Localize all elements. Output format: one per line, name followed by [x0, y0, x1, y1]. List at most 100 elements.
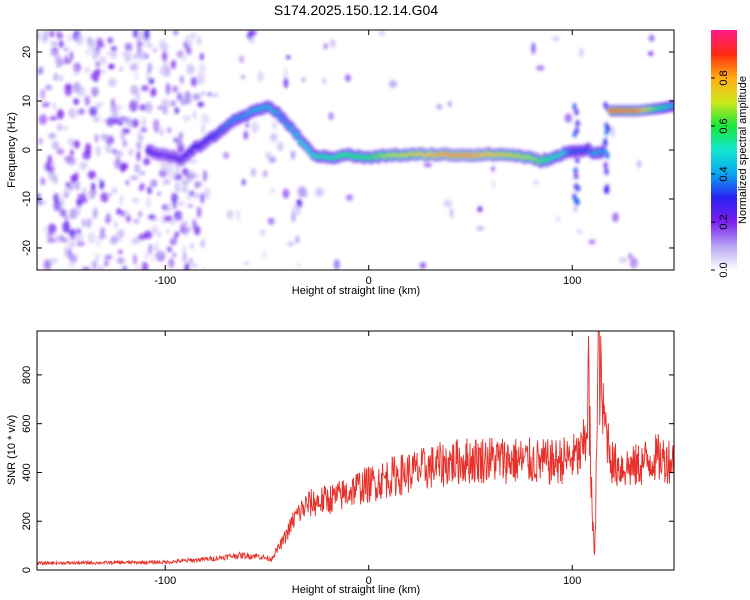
ridge-segment — [599, 149, 607, 153]
bottom-y-tick-label: 0 — [21, 567, 33, 573]
noise-blob — [68, 261, 76, 269]
noise-blob — [48, 170, 55, 182]
noise-blob — [38, 137, 43, 145]
noise-blob — [388, 80, 398, 88]
snr-panel: -100 0 100 0 200 400 600 800 Height of straigh… — [6, 330, 675, 596]
noise-blob — [53, 72, 58, 82]
noise-blob — [323, 42, 328, 50]
noise-blob — [551, 36, 561, 42]
noise-blob — [133, 54, 137, 59]
noise-blob — [107, 78, 117, 88]
colorbar-tick-label: 0.2 — [718, 214, 730, 229]
noise-blob — [192, 110, 197, 120]
noise-blob — [277, 141, 284, 152]
noise-blob — [38, 114, 48, 125]
noise-blob — [627, 253, 633, 260]
noise-blob — [106, 117, 115, 127]
noise-blob — [167, 170, 177, 180]
noise-blob — [182, 252, 187, 262]
noise-blob — [259, 229, 266, 236]
noise-blob — [40, 177, 46, 186]
noise-blob — [97, 114, 101, 123]
noise-blob — [192, 193, 201, 199]
noise-blob — [82, 187, 87, 196]
noise-blob — [52, 102, 57, 111]
spectrogram-frame — [36, 29, 675, 271]
noise-blob — [130, 85, 139, 96]
noise-blob — [242, 261, 250, 266]
top-x-axis-title: Height of straight line (km) — [292, 285, 420, 297]
noise-blob — [84, 95, 90, 107]
noise-blob — [65, 182, 70, 188]
noise-blob — [286, 241, 295, 247]
noise-blob — [99, 179, 105, 190]
noise-blob — [295, 235, 300, 244]
top-y-tick-label: -20 — [21, 240, 33, 256]
noise-blob — [105, 144, 112, 154]
noise-blob — [292, 204, 301, 216]
noise-blob — [97, 265, 105, 270]
noise-blob — [49, 116, 58, 121]
noise-blob — [114, 220, 118, 229]
noise-blob — [186, 63, 195, 75]
noise-blob — [62, 221, 70, 233]
noise-blob — [173, 137, 179, 143]
noise-blob — [267, 217, 275, 225]
noise-blob — [136, 32, 143, 39]
streak-blob — [603, 101, 608, 109]
noise-blob — [322, 77, 327, 85]
noise-blob — [184, 262, 190, 270]
noise-blob — [158, 39, 167, 51]
noise-blob — [251, 121, 259, 134]
noise-blob — [148, 64, 153, 71]
noise-blob — [140, 104, 147, 111]
noise-blob — [136, 264, 140, 270]
noise-blob — [91, 86, 99, 97]
noise-blob — [63, 126, 68, 131]
noise-blob — [204, 187, 211, 199]
noise-blob — [58, 40, 64, 48]
noise-blob — [47, 154, 52, 165]
noise-blob — [282, 188, 290, 199]
noise-blob — [46, 237, 56, 243]
noise-blob — [240, 74, 245, 80]
noise-blob — [612, 212, 619, 223]
colorbar-ticks: 0.0 0.2 0.4 0.6 0.8 — [711, 70, 730, 278]
chart-title: S174.2025.150.12.14.G04 — [274, 2, 438, 18]
bottom-y-tick-label: 400 — [21, 463, 33, 481]
noise-blob — [137, 49, 146, 61]
noise-blob — [194, 181, 203, 188]
noise-blob — [203, 170, 207, 182]
noise-blob — [87, 232, 96, 244]
snr-frame — [36, 330, 675, 571]
noise-blob — [153, 47, 157, 53]
noise-blob — [162, 179, 171, 185]
noise-blob — [175, 163, 180, 174]
noise-blob — [111, 98, 115, 107]
noise-blob — [81, 218, 86, 228]
colorbar-tick-label: 0.8 — [718, 70, 730, 85]
noise-blob — [133, 254, 137, 265]
noise-blob — [536, 65, 545, 71]
noise-blob — [110, 48, 117, 60]
noise-blob — [132, 218, 140, 224]
noise-blob — [329, 39, 336, 48]
noise-blob — [345, 194, 354, 201]
bottom-y-tick-label: 200 — [21, 512, 33, 530]
noise-blob — [315, 187, 324, 197]
noise-blob — [56, 32, 64, 40]
noise-blob — [447, 100, 452, 108]
colorbar-title: Normalized spectral amplitude — [737, 76, 749, 224]
noise-blob — [80, 197, 88, 204]
noise-blob — [140, 127, 148, 132]
noise-blob — [115, 230, 122, 243]
noise-blob — [94, 134, 99, 143]
noise-blob — [98, 55, 108, 66]
noise-blob — [245, 122, 250, 128]
spectrogram-ridge — [145, 100, 674, 168]
noise-blob — [122, 266, 128, 270]
noise-blob — [42, 226, 47, 232]
noise-blob — [629, 257, 638, 269]
noise-blob — [165, 82, 171, 95]
noise-blob — [105, 218, 109, 223]
